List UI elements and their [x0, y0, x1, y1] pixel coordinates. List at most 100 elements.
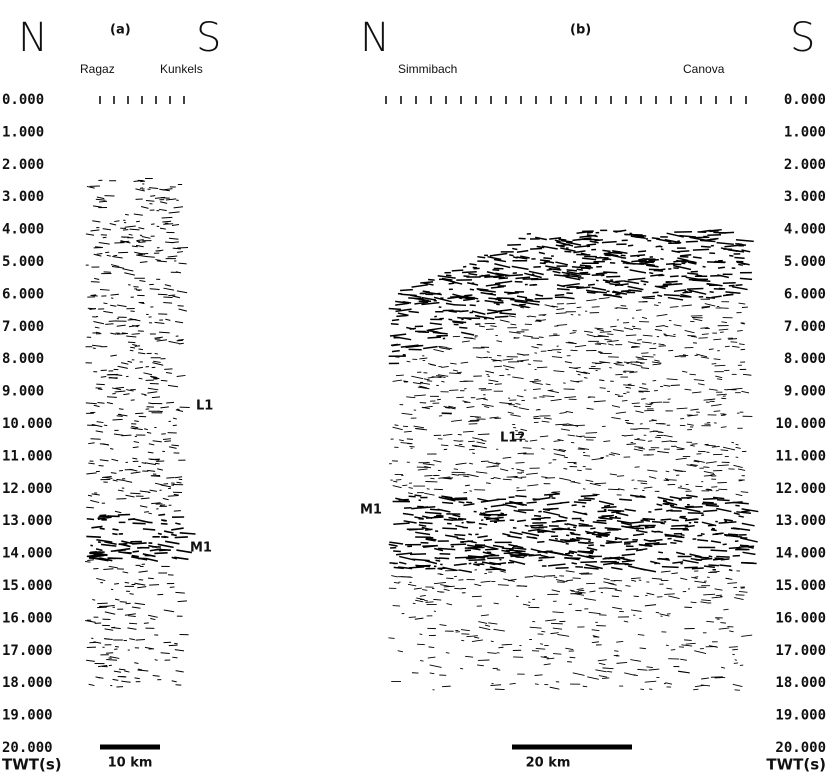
reflection	[401, 294, 417, 295]
reflection	[610, 474, 617, 475]
reflection	[96, 384, 105, 385]
reflection	[409, 496, 416, 497]
reflection	[476, 357, 482, 358]
reflection	[611, 512, 621, 513]
reflection	[716, 595, 722, 596]
reflection	[168, 295, 175, 296]
reflection	[709, 349, 714, 350]
reflection	[610, 326, 616, 327]
reflection	[676, 458, 687, 459]
reflection	[409, 567, 424, 568]
y-tick-label: 17.000	[2, 643, 53, 659]
reflection	[495, 299, 500, 300]
reflection	[101, 544, 116, 546]
reflection	[670, 307, 679, 308]
reflection	[501, 513, 504, 514]
reflection	[592, 458, 604, 459]
reflection	[114, 221, 119, 222]
reflection	[174, 643, 177, 644]
reflection	[487, 558, 504, 559]
reflection	[701, 678, 709, 679]
reflection	[404, 431, 412, 432]
reflection	[149, 188, 158, 189]
reflection	[88, 443, 94, 444]
reflection	[172, 225, 179, 226]
reflection	[418, 469, 428, 470]
reflection	[634, 428, 643, 429]
reflection	[533, 416, 539, 417]
reflection	[559, 239, 567, 240]
reflection	[709, 389, 718, 390]
reflection	[527, 485, 538, 486]
reflection	[95, 327, 100, 328]
panel-label: (a)	[110, 23, 131, 38]
reflection	[654, 360, 659, 361]
reflection	[694, 651, 706, 654]
reflection	[739, 546, 754, 547]
reflection	[706, 462, 717, 464]
reflection	[570, 657, 576, 658]
reflection	[541, 657, 549, 658]
reflection	[503, 504, 517, 507]
reflection	[106, 659, 117, 660]
site-label: Kunkels	[160, 62, 203, 76]
reflection	[604, 506, 610, 507]
reflection	[721, 427, 727, 428]
reflection	[692, 568, 704, 569]
reflection	[111, 459, 118, 461]
reflection	[144, 429, 148, 430]
reflection	[433, 349, 443, 351]
reflection	[110, 448, 113, 449]
reflection	[111, 550, 126, 551]
reflection	[135, 346, 140, 347]
reflection	[401, 443, 412, 444]
reflection	[470, 305, 476, 306]
reflection	[666, 510, 672, 511]
reflection	[134, 421, 139, 422]
reflection	[545, 620, 556, 621]
reflection	[624, 328, 633, 330]
reflection	[415, 532, 430, 534]
reflection	[92, 221, 100, 222]
reflection	[704, 471, 714, 473]
reflection	[148, 388, 158, 390]
reflection	[154, 553, 167, 554]
reflection	[741, 492, 748, 493]
reflection	[638, 251, 646, 252]
reflection	[653, 292, 659, 293]
y-tick-label: 15.000	[775, 578, 826, 594]
reflection	[163, 498, 169, 499]
reflection	[493, 546, 504, 548]
reflection	[630, 522, 644, 523]
reflection	[137, 587, 146, 588]
reflection	[173, 425, 177, 426]
reflection	[720, 332, 724, 333]
reflection	[698, 338, 707, 339]
reflection	[680, 255, 691, 256]
reflection	[477, 536, 487, 537]
reflection	[485, 510, 501, 512]
reflection	[719, 329, 729, 330]
reflection	[656, 314, 667, 316]
reflection	[719, 628, 729, 629]
reflection	[169, 645, 178, 646]
reflector-label: L1	[196, 399, 213, 414]
reflection	[130, 229, 140, 230]
reflection	[483, 399, 488, 400]
reflection	[652, 578, 662, 579]
y-tick-label: 9.000	[2, 384, 44, 400]
reflection	[681, 488, 690, 489]
reflection	[729, 570, 732, 571]
reflection	[498, 300, 503, 301]
reflection	[399, 562, 406, 564]
reflection	[482, 404, 494, 406]
reflection	[570, 533, 574, 534]
reflection	[428, 280, 435, 281]
reflection	[664, 295, 680, 296]
reflection	[457, 372, 462, 373]
reflection	[136, 221, 140, 222]
reflection	[559, 412, 566, 413]
reflection	[624, 362, 631, 363]
reflection	[146, 201, 154, 202]
y-tick-label: 3.000	[2, 189, 44, 205]
